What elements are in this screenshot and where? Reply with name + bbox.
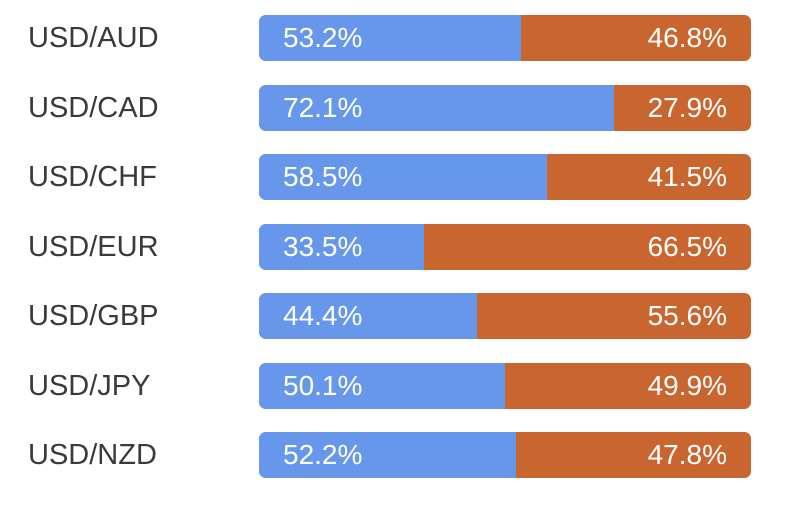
category-label: USD/AUD <box>28 22 159 54</box>
bar-segment-long <box>259 15 521 61</box>
stacked-bar: 58.5% 41.5% <box>259 154 751 200</box>
bar-segment-short <box>516 432 751 478</box>
stacked-bar: 44.4% 55.6% <box>259 293 751 339</box>
value-label-short: 66.5% <box>647 231 727 262</box>
category-label: USD/EUR <box>28 231 159 263</box>
bar-segment-short <box>424 224 751 270</box>
bar-segment-long <box>259 154 547 200</box>
value-label-short: 55.6% <box>647 300 727 331</box>
stacked-bar: 72.1% 27.9% <box>259 85 751 131</box>
value-label-short: 41.5% <box>647 161 727 192</box>
chart-row: USD/CHF 58.5% 41.5% <box>0 154 800 200</box>
bar-segment-short <box>505 363 751 409</box>
stacked-bar: 52.2% 47.8% <box>259 432 751 478</box>
value-label-short: 47.8% <box>647 439 727 470</box>
value-label-long: 50.1% <box>283 370 363 401</box>
chart-row: USD/AUD 53.2% 46.8% <box>0 15 800 61</box>
value-label-short: 46.8% <box>647 22 727 53</box>
value-label-long: 44.4% <box>283 300 363 331</box>
stacked-bar: 53.2% 46.8% <box>259 15 751 61</box>
value-label-long: 53.2% <box>283 22 363 53</box>
bar-segment-long <box>259 224 424 270</box>
chart-row: USD/NZD 52.2% 47.8% <box>0 432 800 478</box>
value-label-short: 49.9% <box>647 370 727 401</box>
category-label: USD/NZD <box>28 439 157 471</box>
chart-row: USD/EUR 33.5% 66.5% <box>0 224 800 270</box>
category-label: USD/JPY <box>28 370 151 402</box>
stacked-bar: 50.1% 49.9% <box>259 363 751 409</box>
value-label-long: 72.1% <box>283 92 363 123</box>
bar-segment-short <box>521 15 751 61</box>
category-label: USD/CAD <box>28 92 159 124</box>
category-label: USD/GBP <box>28 300 159 332</box>
bar-segment-short <box>547 154 751 200</box>
stacked-bar: 33.5% 66.5% <box>259 224 751 270</box>
value-label-long: 33.5% <box>283 231 363 262</box>
chart-row: USD/JPY 50.1% 49.9% <box>0 363 800 409</box>
value-label-long: 58.5% <box>283 161 363 192</box>
bar-segment-long <box>259 432 516 478</box>
bar-segment-short <box>614 85 751 131</box>
bar-segment-long <box>259 363 505 409</box>
bar-segment-long <box>259 85 614 131</box>
value-label-short: 27.9% <box>647 92 727 123</box>
bar-segment-short <box>477 293 751 339</box>
value-label-long: 52.2% <box>283 439 363 470</box>
category-label: USD/CHF <box>28 161 157 193</box>
bar-segment-long <box>259 293 477 339</box>
chart-row: USD/GBP 44.4% 55.6% <box>0 293 800 339</box>
chart-row: USD/CAD 72.1% 27.9% <box>0 85 800 131</box>
